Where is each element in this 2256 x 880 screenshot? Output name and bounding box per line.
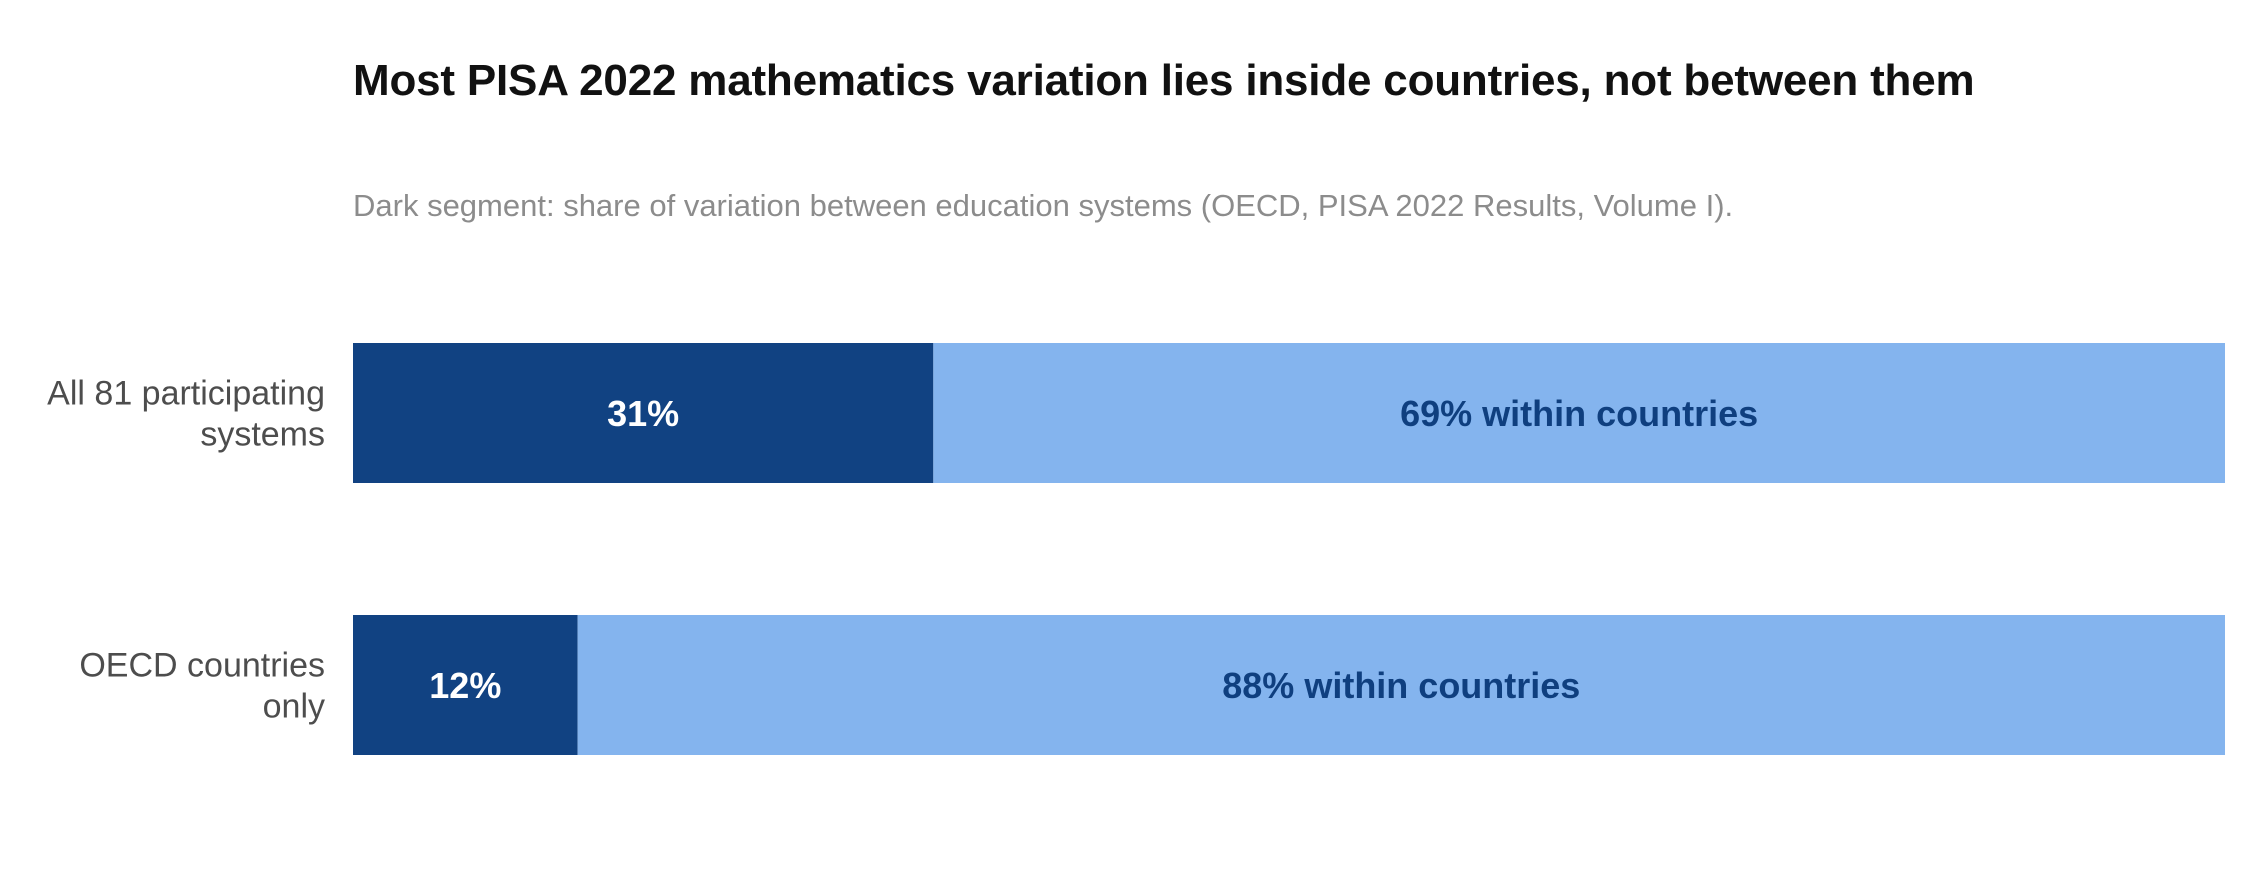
category-label: OECD countries	[79, 647, 325, 685]
chart-subtitle: Dark segment: share of variation between…	[353, 188, 1734, 223]
data-label-between: 31%	[607, 393, 679, 434]
chart-title: Most PISA 2022 mathematics variation lie…	[353, 56, 1975, 105]
bar-segment-between	[353, 615, 578, 755]
bar-segment-within	[577, 615, 2225, 755]
data-label-within: 69% within countries	[1400, 393, 1758, 434]
bar-segment-within	[933, 343, 2225, 483]
category-label: systems	[200, 416, 325, 454]
category-label: only	[263, 688, 325, 726]
data-label-within: 88% within countries	[1222, 665, 1580, 706]
bar-segment-between	[353, 343, 934, 483]
category-label: All 81 participating	[47, 375, 325, 413]
data-label-between: 12%	[429, 665, 501, 706]
